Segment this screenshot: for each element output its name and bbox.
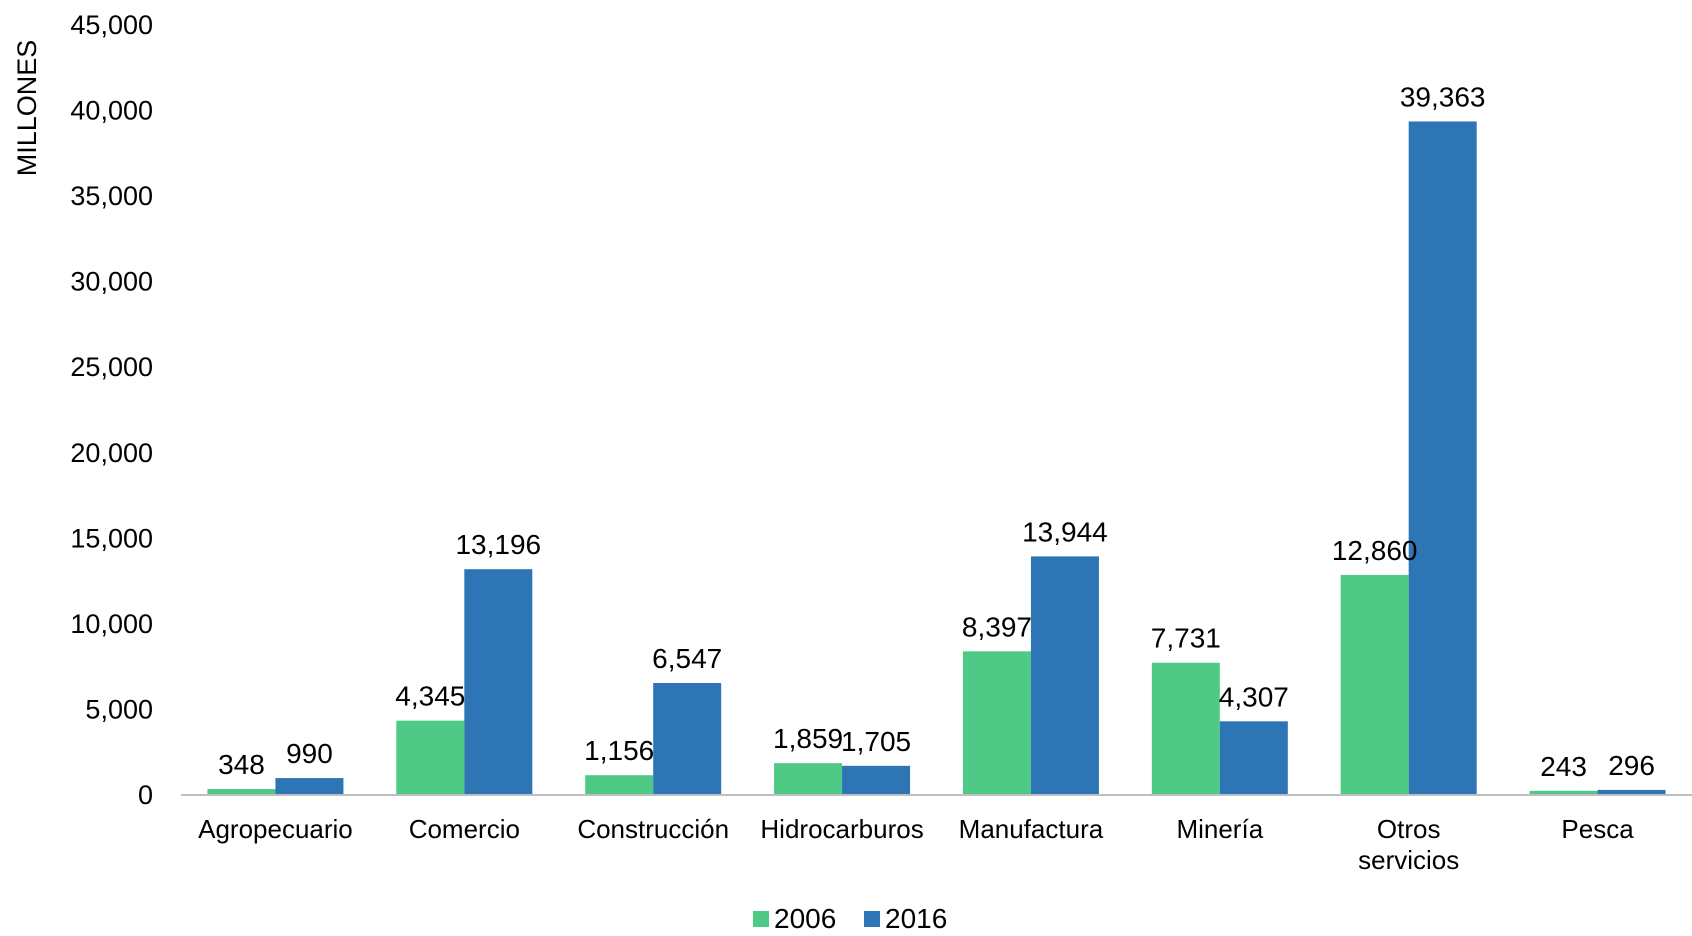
y-axis-ticks: 0 5,000 10,000 15,000 20,000 25,000 30,000 35,0… [70,10,153,810]
x-tick-label: servicios [1358,845,1459,875]
x-tick-label: Pesca [1561,814,1634,844]
data-label-2006: 12,860 [1332,535,1418,566]
data-label-2016: 4,307 [1219,681,1289,712]
data-label-2006: 1,859 [773,723,843,754]
data-labels-group: 348 4,345 1,156 1,859 8,397 7,731 12,860 243 990… [218,81,1655,781]
data-label-2006: 4,345 [395,681,465,712]
bar-2016-1 [464,569,533,795]
data-label-2016: 6,547 [652,643,722,674]
data-label-2016: 13,196 [455,529,541,560]
y-tick-label: 35,000 [70,181,153,211]
y-tick-label: 0 [138,780,153,810]
bar-2006-7 [1529,790,1598,795]
data-label-2016: 39,363 [1400,81,1486,112]
x-tick-label: Construcción [577,814,729,844]
y-tick-label: 45,000 [70,10,153,40]
bar-2016-5 [1219,721,1288,795]
data-label-2006: 348 [218,749,265,780]
y-tick-label: 25,000 [70,352,153,382]
legend-label: 2006 [774,903,836,931]
legend-swatch-2006 [753,911,769,927]
y-tick-label: 40,000 [70,96,153,126]
data-label-2016: 296 [1608,750,1655,781]
y-tick-label: 15,000 [70,523,153,553]
legend: 2006 2016 [753,903,947,934]
bar-2006-0 [207,789,276,795]
bar-2006-4 [962,651,1031,795]
bar-2016-6 [1408,121,1477,796]
bar-2006-1 [396,720,465,795]
y-axis-label: MILLONES [12,40,42,177]
y-tick-label: 20,000 [70,438,153,468]
data-label-2006: 1,156 [584,735,654,766]
bar-2016-3 [842,765,911,795]
x-tick-label: Agropecuario [198,814,353,844]
legend-swatch-2016 [864,911,880,927]
bar-2006-3 [774,763,843,795]
y-tick-label: 30,000 [70,267,153,297]
x-tick-label: Manufactura [959,814,1104,844]
legend-label: 2016 [885,903,947,931]
bar-2016-2 [653,682,722,795]
data-label-2006: 243 [1540,751,1587,782]
bar-2006-2 [585,775,654,795]
data-label-2006: 8,397 [962,611,1032,642]
y-tick-label: 10,000 [70,609,153,639]
y-tick-label: 5,000 [85,694,153,724]
bars-group [207,121,1666,796]
x-tick-label: Comercio [409,814,520,844]
data-label-2016: 13,944 [1022,516,1108,547]
data-label-2016: 990 [286,738,333,769]
bar-2016-0 [275,778,344,795]
x-axis-ticks: Agropecuario Comercio Construcción Hidrocar… [198,814,1634,875]
x-tick-label: Otros [1377,814,1441,844]
bar-2006-6 [1340,574,1409,795]
data-label-2006: 7,731 [1151,623,1221,654]
x-tick-label: Minería [1176,814,1263,844]
bar-2006-5 [1151,662,1220,795]
bar-2016-4 [1030,556,1099,795]
bar-2016-7 [1597,789,1666,795]
data-label-2016: 1,705 [841,726,911,757]
x-tick-label: Hidrocarburos [760,814,923,844]
